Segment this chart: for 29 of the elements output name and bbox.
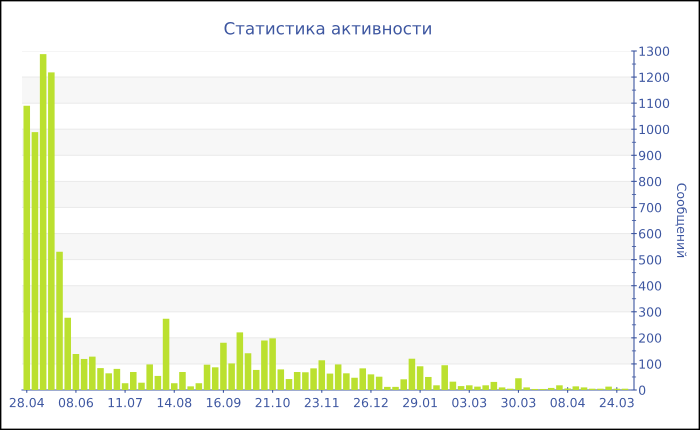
- x-tick-label: 14.08: [158, 398, 192, 408]
- y-tick-label: 1200: [640, 72, 670, 82]
- y-tick-label: 700: [639, 202, 662, 212]
- x-tick-label: 23.11: [304, 398, 339, 408]
- x-tick-label: 03.03: [452, 398, 486, 408]
- x-tick-label: 16.09: [206, 398, 240, 408]
- y-tick-label: 1300: [640, 46, 670, 56]
- x-tick-label: 29.01: [403, 398, 437, 408]
- chart-title: Статистика активности: [224, 22, 431, 35]
- y-tick-label: 0: [638, 385, 646, 395]
- y-tick-label: 600: [639, 229, 662, 238]
- y-tick-label: 400: [638, 281, 662, 291]
- y-axis-title: Сообщений: [675, 183, 687, 258]
- x-tick-label: 08.04: [550, 398, 585, 408]
- y-tick-label: 900: [638, 150, 662, 160]
- y-tick-label: 100: [640, 359, 662, 369]
- y-tick-label: 300: [639, 307, 662, 317]
- y-tick-label: 500: [639, 255, 662, 265]
- x-tick-label: 08.06: [58, 398, 94, 408]
- x-tick-label: 21.10: [256, 398, 290, 408]
- x-tick-label: 26.12: [354, 398, 388, 408]
- x-tick-label: 11.07: [108, 398, 142, 408]
- y-tick-label: 800: [639, 176, 662, 186]
- x-tick-label: 28.04: [10, 398, 44, 408]
- x-tick-label: 30.03: [502, 398, 536, 408]
- y-tick-label: 200: [639, 333, 662, 343]
- y-tick-label: 1000: [640, 124, 670, 134]
- y-tick-label: 1100: [640, 98, 670, 108]
- x-tick-label: 24.03: [600, 398, 634, 408]
